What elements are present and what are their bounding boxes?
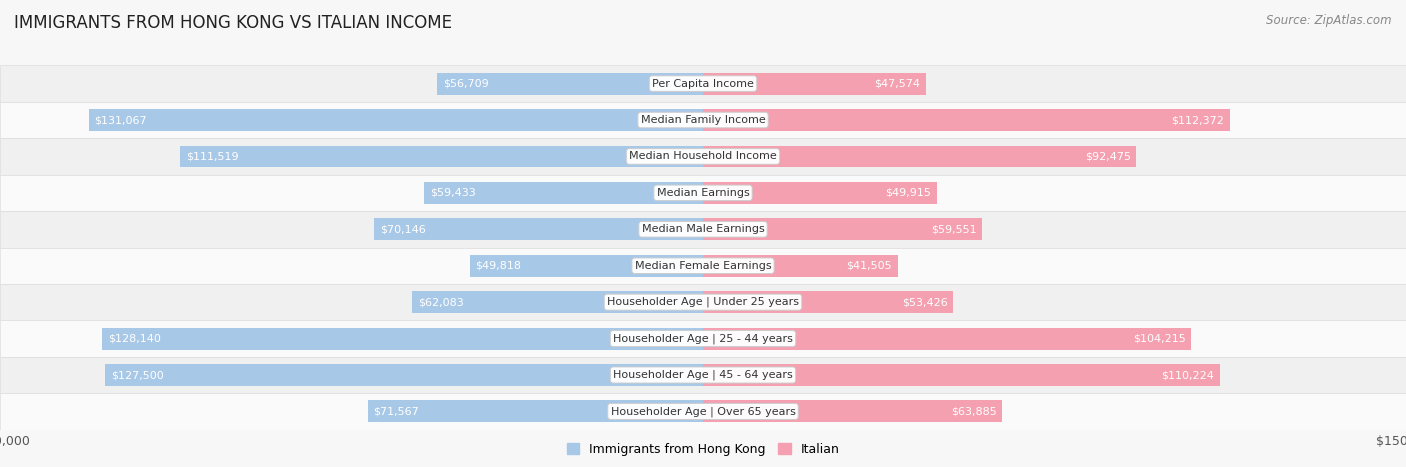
- Text: Householder Age | 45 - 64 years: Householder Age | 45 - 64 years: [613, 370, 793, 380]
- Bar: [703, 291, 953, 313]
- Text: Source: ZipAtlas.com: Source: ZipAtlas.com: [1267, 14, 1392, 27]
- Bar: [0, 248, 1406, 284]
- Text: $53,426: $53,426: [903, 297, 948, 307]
- Bar: [105, 364, 703, 386]
- Text: $131,067: $131,067: [94, 115, 148, 125]
- Text: $49,818: $49,818: [475, 261, 522, 271]
- Text: Per Capita Income: Per Capita Income: [652, 78, 754, 89]
- Text: Householder Age | Under 25 years: Householder Age | Under 25 years: [607, 297, 799, 307]
- Bar: [703, 328, 1191, 349]
- Bar: [703, 146, 1136, 167]
- Bar: [180, 146, 703, 167]
- Text: Median Female Earnings: Median Female Earnings: [634, 261, 772, 271]
- Bar: [703, 73, 927, 94]
- Bar: [367, 401, 703, 422]
- Bar: [0, 284, 1406, 320]
- Bar: [703, 219, 983, 240]
- Text: Median Earnings: Median Earnings: [657, 188, 749, 198]
- Text: $62,083: $62,083: [418, 297, 464, 307]
- Bar: [0, 393, 1406, 430]
- Text: Householder Age | Over 65 years: Householder Age | Over 65 years: [610, 406, 796, 417]
- Bar: [412, 291, 703, 313]
- Text: $59,551: $59,551: [931, 224, 977, 234]
- Bar: [0, 102, 1406, 138]
- Text: IMMIGRANTS FROM HONG KONG VS ITALIAN INCOME: IMMIGRANTS FROM HONG KONG VS ITALIAN INC…: [14, 14, 453, 32]
- Bar: [103, 328, 703, 349]
- Bar: [470, 255, 703, 276]
- Bar: [0, 320, 1406, 357]
- Text: $70,146: $70,146: [380, 224, 426, 234]
- Bar: [0, 211, 1406, 248]
- Text: $59,433: $59,433: [430, 188, 475, 198]
- Text: Median Male Earnings: Median Male Earnings: [641, 224, 765, 234]
- Text: $71,567: $71,567: [373, 406, 419, 417]
- Text: $56,709: $56,709: [443, 78, 489, 89]
- Text: $112,372: $112,372: [1171, 115, 1225, 125]
- Bar: [374, 219, 703, 240]
- Text: $92,475: $92,475: [1085, 151, 1130, 162]
- Bar: [0, 175, 1406, 211]
- Bar: [437, 73, 703, 94]
- Bar: [89, 109, 703, 131]
- Text: $104,215: $104,215: [1133, 333, 1185, 344]
- Text: $47,574: $47,574: [875, 78, 921, 89]
- Bar: [703, 255, 897, 276]
- Bar: [0, 138, 1406, 175]
- Bar: [425, 182, 703, 204]
- Bar: [703, 182, 936, 204]
- Bar: [703, 109, 1230, 131]
- Text: $110,224: $110,224: [1161, 370, 1213, 380]
- Bar: [703, 364, 1219, 386]
- Text: Householder Age | 25 - 44 years: Householder Age | 25 - 44 years: [613, 333, 793, 344]
- Text: $41,505: $41,505: [846, 261, 891, 271]
- Text: $127,500: $127,500: [111, 370, 165, 380]
- Text: $111,519: $111,519: [186, 151, 239, 162]
- Bar: [0, 357, 1406, 393]
- Text: Median Household Income: Median Household Income: [628, 151, 778, 162]
- Bar: [0, 65, 1406, 102]
- Legend: Immigrants from Hong Kong, Italian: Immigrants from Hong Kong, Italian: [561, 438, 845, 461]
- Text: $49,915: $49,915: [886, 188, 931, 198]
- Bar: [703, 401, 1002, 422]
- Text: $63,885: $63,885: [950, 406, 997, 417]
- Text: Median Family Income: Median Family Income: [641, 115, 765, 125]
- Text: $128,140: $128,140: [108, 333, 160, 344]
